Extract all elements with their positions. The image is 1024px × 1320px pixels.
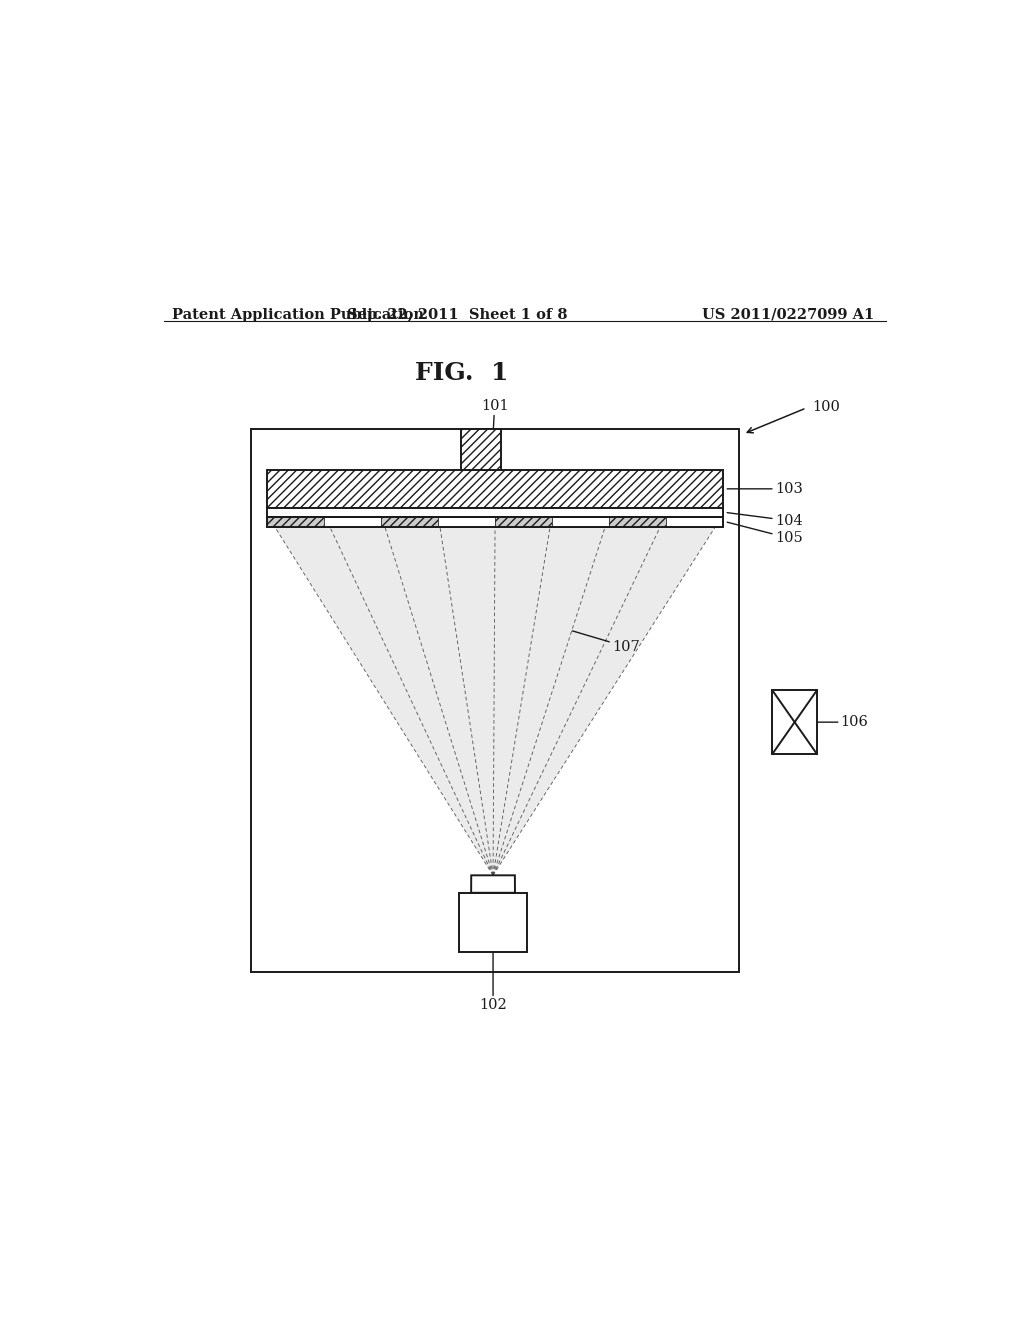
Text: 107: 107 bbox=[572, 631, 640, 653]
Bar bbox=[267, 517, 723, 527]
Bar bbox=[609, 517, 667, 527]
Text: FIG.  1: FIG. 1 bbox=[415, 362, 508, 385]
Bar bbox=[667, 517, 723, 527]
Text: Sep. 22, 2011  Sheet 1 of 8: Sep. 22, 2011 Sheet 1 of 8 bbox=[347, 308, 567, 322]
Bar bbox=[267, 517, 324, 527]
Bar bbox=[267, 470, 723, 508]
Polygon shape bbox=[471, 875, 515, 892]
Bar bbox=[324, 517, 381, 527]
Text: Patent Application Publication: Patent Application Publication bbox=[172, 308, 424, 322]
Polygon shape bbox=[274, 527, 715, 875]
Bar bbox=[495, 517, 552, 527]
Text: 104: 104 bbox=[727, 512, 803, 528]
Text: 101: 101 bbox=[481, 399, 509, 463]
Text: 105: 105 bbox=[727, 523, 803, 545]
Bar bbox=[772, 690, 817, 754]
Text: 106: 106 bbox=[817, 715, 868, 729]
Bar bbox=[552, 517, 609, 527]
Bar bbox=[461, 429, 501, 470]
Text: 102: 102 bbox=[479, 952, 507, 1012]
Bar bbox=[381, 517, 438, 527]
Bar bbox=[460, 892, 526, 952]
Text: US 2011/0227099 A1: US 2011/0227099 A1 bbox=[701, 308, 873, 322]
Bar bbox=[251, 429, 739, 972]
Text: 100: 100 bbox=[812, 400, 840, 414]
Bar bbox=[438, 517, 495, 527]
Bar bbox=[267, 508, 723, 517]
Text: 103: 103 bbox=[727, 482, 803, 496]
